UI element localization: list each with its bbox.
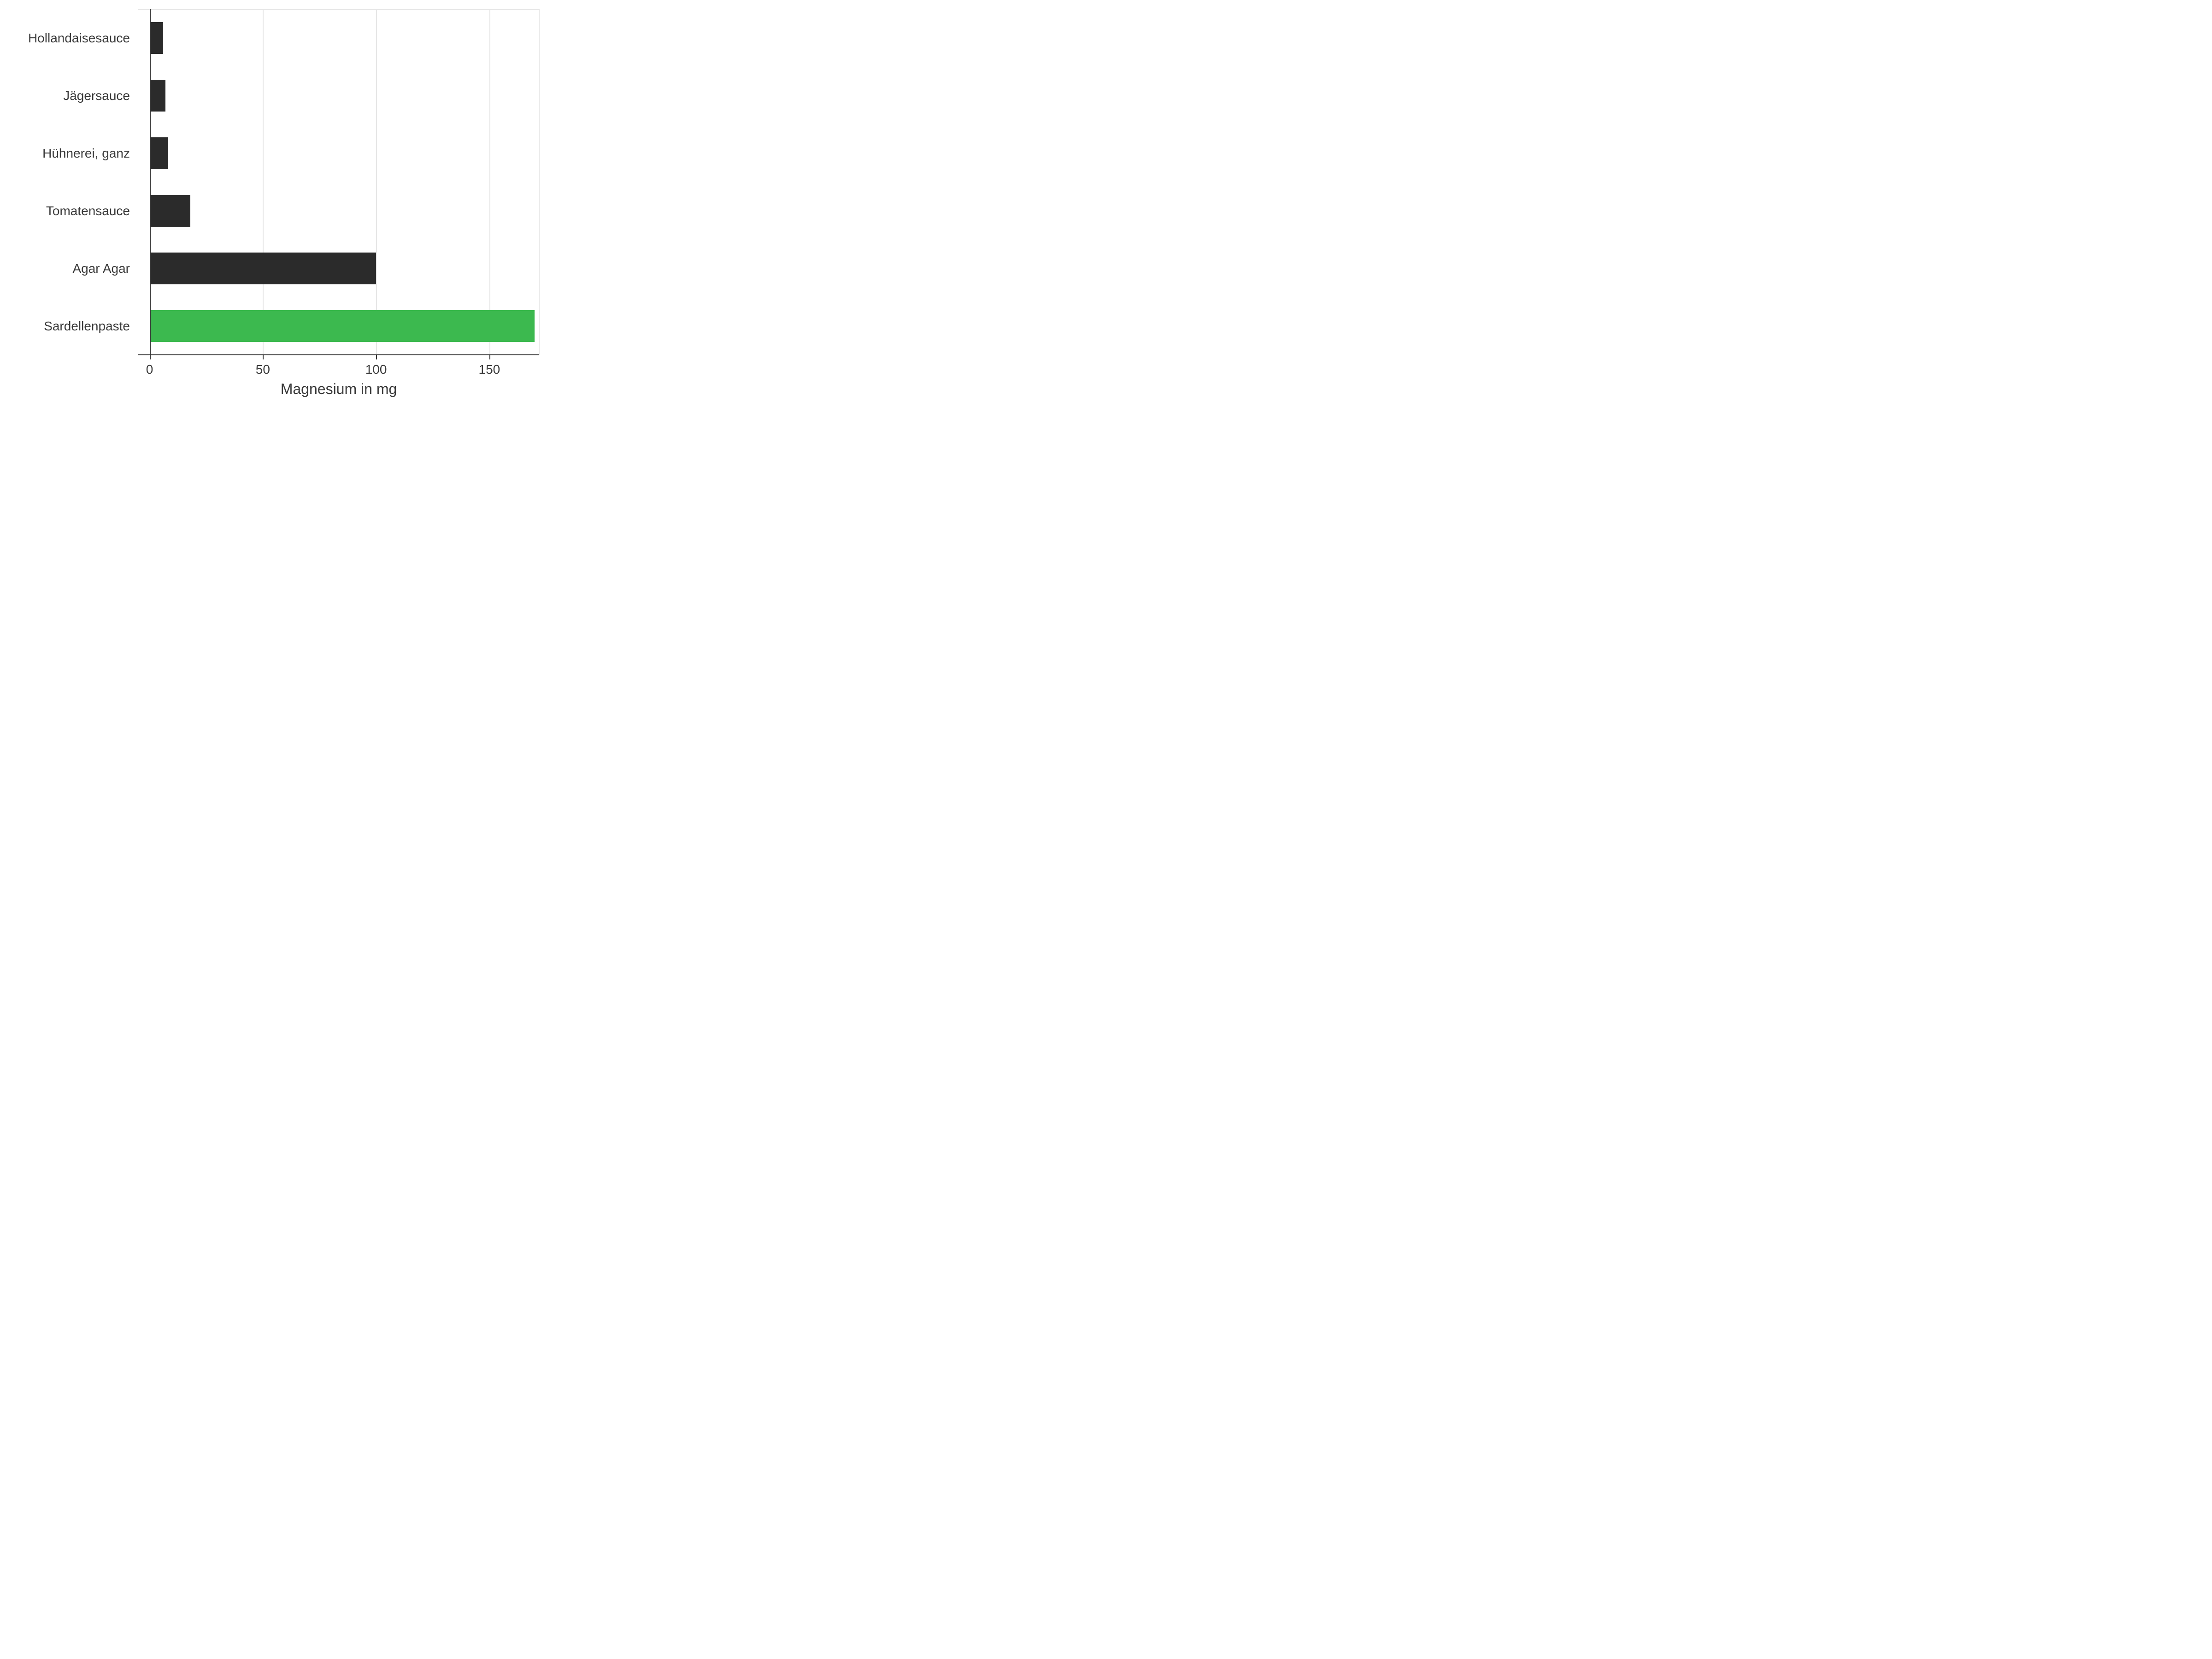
plot-area: HollandaisesauceJägersauceHühnerei, ganz… [138, 9, 539, 355]
gridline [539, 9, 540, 355]
y-axis-label: Agar Agar [72, 261, 138, 276]
y-axis-line [150, 9, 151, 355]
x-tick [376, 355, 377, 359]
bar [150, 310, 535, 342]
y-axis-label: Hollandaisesauce [28, 31, 138, 46]
x-axis-title: Magnesium in mg [281, 381, 397, 398]
x-tick [263, 355, 264, 359]
x-tick-label: 50 [256, 362, 270, 377]
x-tick-label: 0 [146, 362, 153, 377]
gridline [263, 9, 264, 355]
x-axis-line [138, 354, 539, 355]
y-axis-label: Sardellenpaste [44, 319, 138, 334]
y-axis-label: Jägersauce [63, 88, 138, 103]
bar [150, 22, 163, 54]
x-tick-label: 100 [365, 362, 387, 377]
bar [150, 253, 377, 284]
bar [150, 80, 165, 112]
x-tick [489, 355, 490, 359]
x-tick-label: 150 [479, 362, 500, 377]
y-axis-label: Tomatensauce [46, 204, 138, 218]
bar [150, 195, 190, 227]
gridline [138, 9, 539, 10]
gridline [376, 9, 377, 355]
x-tick [150, 355, 151, 359]
bar [150, 137, 168, 169]
y-axis-label: Hühnerei, ganz [42, 146, 138, 161]
magnesium-bar-chart: Hollandaisesauce Jägersauce Hühnerei, ganz… [0, 0, 553, 415]
gridline [489, 9, 490, 355]
